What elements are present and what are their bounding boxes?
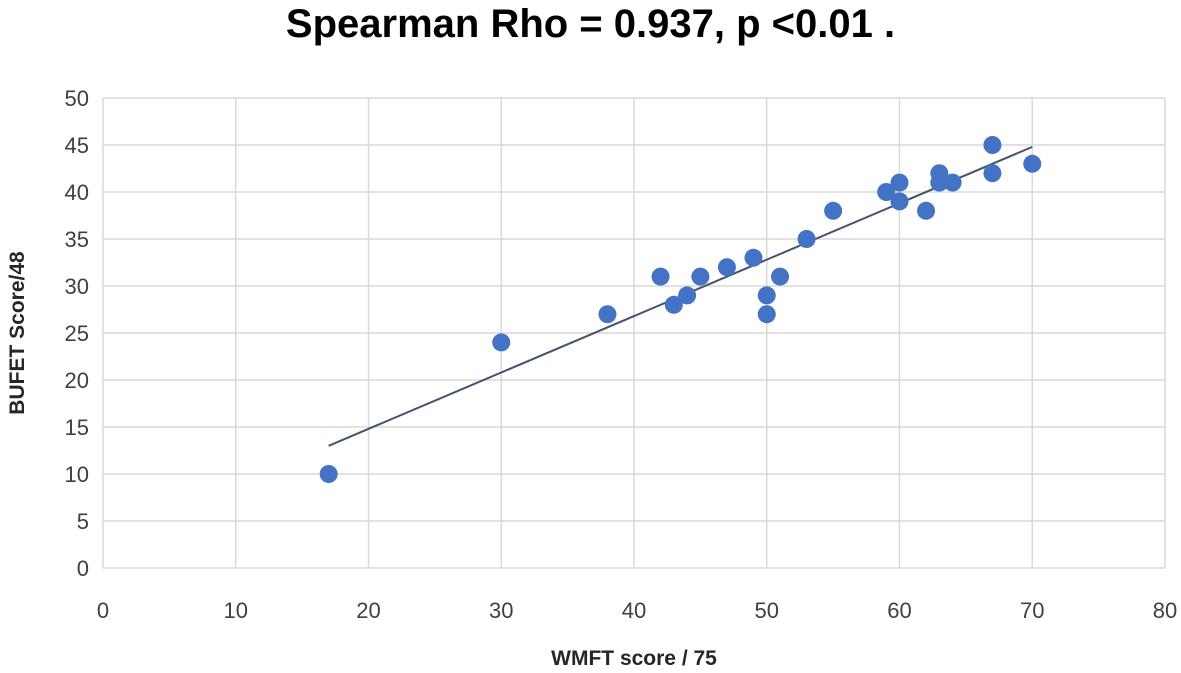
data-point (824, 201, 843, 220)
data-point (1023, 154, 1042, 173)
data-point (744, 248, 763, 267)
data-point (797, 230, 816, 248)
y-tick-label: 0 (77, 556, 89, 581)
data-point (717, 258, 736, 277)
data-point (757, 286, 776, 305)
x-axis-title: WMFT score / 75 (551, 647, 717, 670)
x-tick-label: 10 (224, 598, 248, 623)
y-tick-label: 30 (65, 274, 89, 299)
data-point (598, 305, 617, 324)
x-tick-label: 0 (97, 598, 109, 623)
x-tick-label: 60 (887, 598, 911, 623)
gridlines (102, 97, 1166, 569)
data-point (943, 173, 962, 192)
y-tick-label: 15 (65, 415, 89, 440)
y-tick-label: 5 (77, 509, 89, 534)
data-point (890, 173, 909, 192)
data-point (691, 267, 710, 286)
x-tick-label: 50 (755, 598, 779, 623)
data-point (877, 183, 896, 201)
y-tick-label: 25 (65, 321, 89, 346)
y-tick-label: 35 (65, 227, 89, 252)
data-point (664, 295, 683, 314)
y-tick-label: 20 (65, 368, 89, 393)
data-point (319, 465, 338, 483)
y-axis-title: BUFET Score/48 (6, 251, 29, 415)
x-tick-label: 30 (489, 598, 513, 623)
y-tick-label: 10 (65, 462, 89, 487)
y-tick-label: 45 (65, 133, 89, 158)
data-point (890, 192, 909, 211)
data-points (319, 136, 1042, 483)
data-point (492, 333, 511, 352)
data-point (983, 136, 1002, 154)
chart-title: Spearman Rho = 0.937, p <0.01 . (285, 2, 896, 46)
data-point (678, 286, 697, 305)
data-point (771, 267, 790, 286)
x-tick-label: 40 (622, 598, 646, 623)
data-point (917, 201, 936, 220)
data-point (757, 305, 776, 324)
x-tick-label: 20 (356, 598, 380, 623)
tick-labels: 0 5 10 15 20 25 30 35 40 45 50 0 10 20 30 40 50 60 70 80 (65, 86, 1178, 623)
y-tick-label: 50 (65, 86, 89, 111)
y-tick-label: 40 (65, 180, 89, 205)
data-point (651, 267, 670, 286)
data-point (983, 164, 1002, 183)
data-point (930, 173, 949, 192)
x-tick-label: 80 (1153, 598, 1177, 623)
x-tick-label: 70 (1020, 598, 1044, 623)
